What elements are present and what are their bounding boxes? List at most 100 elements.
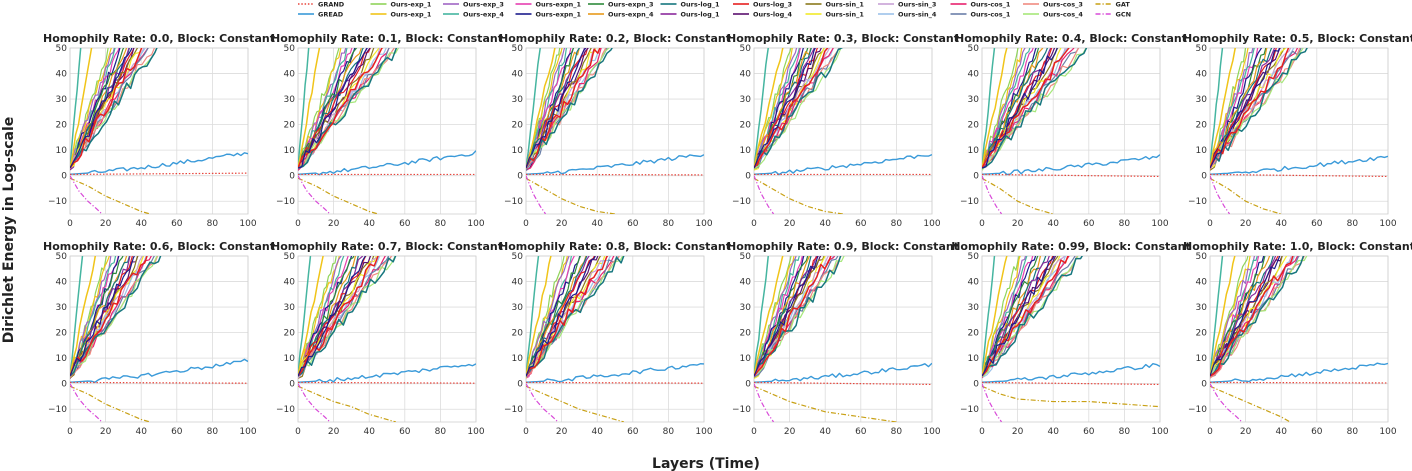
y-tick-label: 40 [968,278,980,288]
y-tick-label: −10 [504,197,523,207]
legend-label: Ours-expn_4 [608,10,654,18]
y-tick-label: −10 [48,197,67,207]
series-group [70,256,248,422]
y-tick-label: 10 [284,146,296,156]
series-gread-line [298,150,476,176]
x-tick-label: 40 [819,427,831,437]
y-tick-label: 0 [1201,172,1207,182]
y-tick-label: 30 [284,95,296,105]
legend-label: Ours-exp_1 [391,10,432,18]
series-ours-exp-gold-line [754,48,784,169]
y-tick-label: 20 [968,121,980,131]
y-tick-label: 50 [512,252,524,262]
x-tick-label: 100 [239,219,256,229]
y-tick-label: 10 [740,146,752,156]
subplot-title: Homophily Rate: 0.9, Block: Constant [727,240,959,253]
x-tick-label: 40 [135,219,147,229]
series-ours-expn-line [982,256,1055,377]
series-ours-log3-line [526,256,609,377]
y-tick-label: 20 [512,121,524,131]
x-tick-label: 100 [1151,219,1168,229]
legend-label: Ours-exp_1 [391,0,432,8]
series-ours-line [1210,256,1256,375]
series-ours-line [982,48,1053,168]
x-tick-label: 20 [328,427,340,437]
y-tick-label: 30 [740,95,752,105]
y-tick-label: 30 [740,303,752,313]
y-tick-label: 10 [1196,146,1208,156]
series-gread-line [70,152,248,175]
series-gcn-line [982,383,1003,422]
series-ours-exp-line [754,48,769,169]
x-tick-label: 0 [751,219,757,229]
plot-frame [981,255,1161,423]
y-tick-label: 40 [740,70,752,80]
legend-label: Ours-log_1 [681,10,721,18]
y-tick-label: 10 [740,354,752,364]
series-gcn-line [298,383,331,422]
series-gread-line [526,154,704,175]
series-gcn-line [754,175,775,214]
series-ours-expn-line [70,256,135,377]
x-tick-label: 0 [979,427,985,437]
series-group [1210,48,1388,214]
series-ours-log3-line [1210,48,1290,169]
series-ours-line [754,48,812,168]
series-ours-expn-line [526,256,596,377]
series-ours-line [526,48,581,168]
x-tick-label: 80 [891,219,903,229]
series-gread-line [526,363,704,383]
series-ours-line [982,48,1049,168]
series-gread-line [70,358,248,383]
y-tick-label: 50 [284,252,296,262]
series-ours-line [526,256,606,379]
x-tick-label: 0 [67,427,73,437]
series-ours-exp-line [298,256,312,377]
y-tick-label: 0 [517,380,523,390]
series-gat-line [70,385,151,422]
plot-frame [753,255,933,423]
series-ours-line [526,256,570,375]
series-gcn-line [1210,175,1231,214]
y-tick-label: 30 [968,303,980,313]
y-tick-label: −10 [1188,197,1207,207]
y-tick-label: 40 [512,278,524,288]
plot-frame [753,47,933,215]
y-tick-label: 30 [512,303,524,313]
x-tick-label: 100 [239,427,256,437]
series-ours-line [70,48,121,167]
series-ours-exp-gold-line [70,256,97,377]
series-group [982,48,1160,214]
x-tick-label: 60 [855,219,867,229]
x-tick-label: 80 [663,219,675,229]
x-tick-label: 80 [663,427,675,437]
x-tick-label: 60 [855,427,867,437]
y-tick-label: 0 [289,380,295,390]
y-tick-label: 30 [56,95,68,105]
y-tick-label: 40 [740,278,752,288]
x-tick-label: 20 [1012,219,1024,229]
y-tick-label: −10 [276,405,295,415]
x-tick-label: 20 [556,219,568,229]
series-ours-log-line [1210,256,1305,377]
series-group [1210,256,1388,422]
y-tick-label: 40 [512,70,524,80]
series-ours-line [70,256,131,377]
x-tick-label: 0 [523,427,529,437]
series-gat-line [298,385,397,422]
series-ours-log-line [982,48,1088,169]
series-ours-exp-gold-line [1210,256,1236,377]
x-tick-label: 0 [67,219,73,229]
series-ours-line [754,256,836,378]
subplot-title: Homophily Rate: 0.99, Block: Constant [951,240,1191,253]
y-tick-label: 40 [1196,70,1208,80]
plot-frame [981,47,1161,215]
x-tick-label: 40 [1275,427,1287,437]
x-tick-label: 20 [100,427,112,437]
y-tick-label: 10 [512,354,524,364]
x-tick-label: 40 [363,219,375,229]
y-tick-label: −10 [960,405,979,415]
